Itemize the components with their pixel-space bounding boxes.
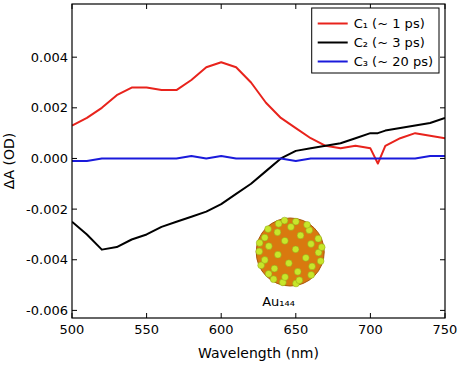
y-tick — [440, 209, 445, 210]
legend: C₁ (~ 1 ps) C₂ (~ 3 ps) C₃ (~ 20 ps) — [312, 8, 439, 73]
ligand-atom — [282, 274, 289, 281]
cluster-illustration — [256, 217, 325, 287]
x-tick-label: 650 — [283, 322, 308, 337]
ligand-atom — [288, 224, 295, 231]
y-tick-label: 0.004 — [31, 50, 68, 65]
ligand-atom — [315, 235, 322, 242]
ligand-atom — [261, 234, 268, 241]
series-line — [72, 118, 445, 250]
ligand-atom — [274, 251, 281, 258]
ligand-atom — [256, 240, 263, 247]
plot-frame — [72, 4, 445, 318]
ligand-atom — [270, 276, 277, 283]
ligand-atom — [261, 257, 268, 264]
x-tick — [146, 4, 147, 9]
cluster-core — [256, 218, 324, 286]
y-tick — [72, 158, 77, 159]
y-tick — [72, 209, 77, 210]
y-tick-label: -0.006 — [26, 303, 68, 318]
y-tick-label: -0.002 — [26, 202, 68, 217]
ligand-atom — [281, 237, 288, 244]
y-axis-title: ΔA (OD) — [1, 133, 17, 189]
ligand-atom — [317, 258, 324, 265]
x-tick — [370, 313, 371, 318]
x-tick-label: 750 — [433, 322, 458, 337]
ligand-atom — [308, 272, 315, 279]
x-tick — [72, 4, 73, 9]
x-tick — [146, 313, 147, 318]
legend-swatch — [318, 42, 348, 44]
legend-swatch — [318, 61, 348, 63]
lines — [72, 62, 445, 249]
x-tick — [295, 313, 296, 318]
ligand-atom — [271, 265, 278, 272]
ligand-atom — [285, 260, 292, 267]
x-tick-label: 550 — [134, 322, 159, 337]
x-tick — [72, 313, 73, 318]
x-tick — [295, 4, 296, 9]
legend-label: C₃ (~ 20 ps) — [354, 54, 433, 69]
x-axis-title: Wavelength (nm) — [198, 345, 319, 361]
y-tick — [440, 107, 445, 108]
chart: Au₁₄₄ 500 550 600 650 700 750 -0.006 -0.004 -0.00… — [0, 0, 465, 366]
y-tick — [72, 107, 77, 108]
x-tick — [445, 4, 446, 9]
ligand-atom — [265, 270, 272, 277]
ligand-atom — [292, 246, 299, 253]
x-tick-label: 500 — [60, 322, 85, 337]
y-tick-label: 0.002 — [31, 100, 68, 115]
ligand-atom — [292, 218, 299, 225]
x-tick — [221, 313, 222, 318]
y-tick — [72, 310, 77, 311]
y-tick — [440, 57, 445, 58]
series-line — [72, 62, 445, 163]
series-line — [72, 156, 445, 161]
y-tick — [72, 259, 77, 260]
ligand-atom — [274, 229, 281, 236]
y-tick — [440, 310, 445, 311]
ligand-atom — [294, 268, 301, 275]
x-tick — [221, 4, 222, 9]
legend-box — [312, 8, 439, 73]
y-tick-label: 0.000 — [31, 151, 68, 166]
legend-label: C₁ (~ 1 ps) — [354, 16, 425, 31]
ligand-atom — [265, 243, 272, 250]
ligand-atom — [297, 232, 304, 239]
y-tick-label: -0.004 — [26, 252, 68, 267]
ligand-atom — [309, 263, 316, 270]
ligand-atom — [304, 221, 311, 228]
y-tick — [72, 57, 77, 58]
legend-swatch — [318, 23, 348, 25]
y-tick — [440, 158, 445, 159]
y-tick — [440, 259, 445, 260]
annotation: Au₁₄₄ — [262, 294, 295, 309]
ligand-atom — [318, 244, 325, 251]
ligand-atom — [308, 241, 315, 248]
ligand-atom — [281, 217, 288, 224]
x-tick-label: 700 — [358, 322, 383, 337]
x-tick — [445, 313, 446, 318]
ligand-atom — [265, 226, 272, 233]
ligand-atom — [296, 277, 303, 284]
x-tick-label: 600 — [209, 322, 234, 337]
ligand-atom — [256, 248, 263, 255]
ligand-atom — [302, 254, 309, 261]
legend-label: C₂ (~ 3 ps) — [354, 35, 425, 50]
